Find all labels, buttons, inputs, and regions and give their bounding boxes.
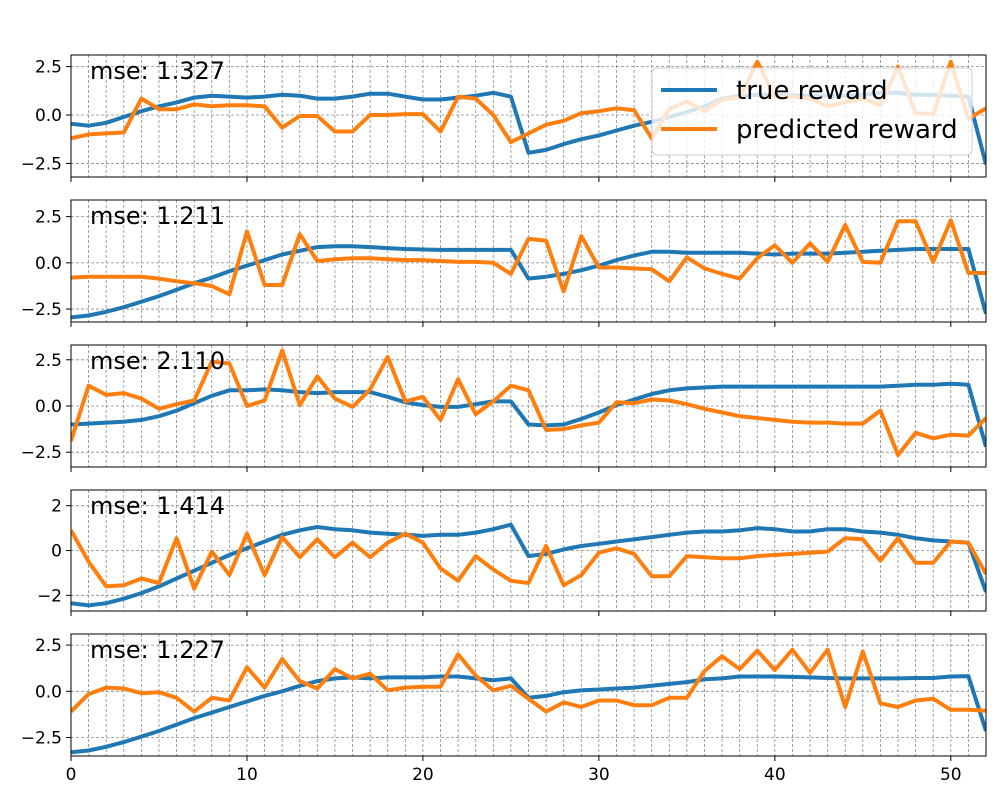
y-tick-label: −2.5 [21,300,62,320]
legend-entry-label: predicted reward [736,115,958,145]
series-group [71,647,986,755]
y-tick-label: 2.5 [35,636,62,656]
subplot-4: −2 0 2 mse: 1.414 [37,489,987,616]
y-tick-label: 0.0 [35,397,62,417]
mse-label: mse: 2.110 [90,347,225,375]
series-group [71,522,986,608]
mse-label: mse: 1.327 [90,57,225,85]
subplot-frame [70,633,987,757]
predicted-reward-line [71,348,986,457]
subplot-2: −2.5 0.0 2.5 mse: 1.211 [21,199,987,327]
x-tick-label: 50 [940,765,962,785]
true-reward-line [71,522,986,608]
mse-label: mse: 1.227 [90,636,225,664]
series-group [71,218,986,320]
y-tick-label: 0.0 [35,254,62,274]
mse-label: mse: 1.414 [90,492,225,520]
x-tick-label: 30 [588,765,610,785]
y-tick-label: −2.5 [21,443,62,463]
subplot-3: −2.5 0.0 2.5 mse: 2.110 [21,344,987,472]
legend-entry-label: true reward [736,76,888,106]
y-tick-label: 0.0 [35,106,62,126]
y-tick-label: −2 [37,586,62,606]
y-tick-label: 0 [51,542,62,562]
series-group [71,348,986,457]
subplot-5: −2.5 0.0 2.5 0 10 20 30 40 50 mse: 1.227 [21,633,987,785]
subplot-1: −2.5 0.0 2.5 mse: 1.327 [21,54,987,182]
y-tick-label: 2.5 [35,208,62,228]
x-tick-label: 10 [236,765,258,785]
x-tick-label: 0 [66,765,77,785]
predicted-reward-line [71,647,986,714]
y-tick-label: 2.5 [35,58,62,78]
subplot-frame [70,344,987,468]
predicted-reward-line [71,218,986,297]
true-reward-line [71,381,986,448]
x-tick-label: 40 [764,765,786,785]
y-tick-label: 2 [51,497,62,517]
subplot-frame [70,54,987,178]
y-tick-label: −2.5 [21,154,62,174]
subplot-frame [70,199,987,323]
y-tick-label: −2.5 [21,729,62,749]
legend-box [651,67,973,156]
legend: true reward predicted reward [651,67,973,156]
y-tick-label: 0.0 [35,682,62,702]
predicted-reward-line [71,529,986,591]
subplot-frame [70,489,987,612]
mse-label: mse: 1.211 [90,202,225,230]
x-tick-label: 20 [412,765,434,785]
y-tick-label: 2.5 [35,351,62,371]
